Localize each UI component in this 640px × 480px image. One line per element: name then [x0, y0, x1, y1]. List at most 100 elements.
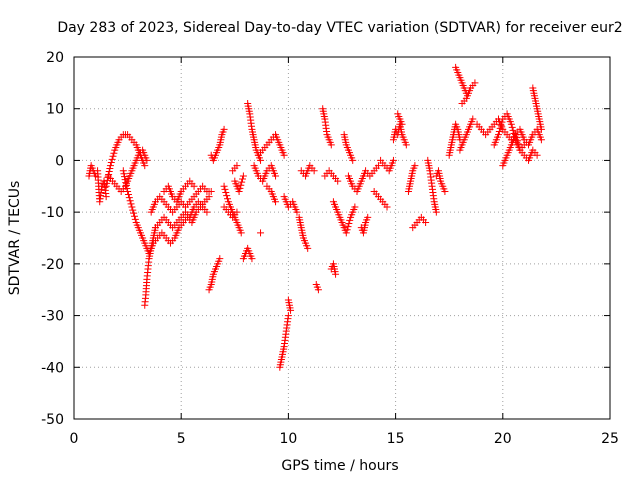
x-tick-label: 0: [70, 431, 79, 447]
data-point: [537, 125, 545, 133]
data-point: [121, 173, 129, 181]
data-point: [236, 184, 244, 192]
data-point: [257, 156, 265, 164]
data-point: [128, 203, 136, 211]
data-point: [351, 203, 359, 211]
data-point: [107, 158, 115, 166]
data-point: [508, 123, 516, 131]
x-axis-label: GPS time / hours: [281, 458, 398, 474]
data-point: [509, 126, 517, 134]
x-tick-label: 25: [601, 431, 619, 447]
data-point: [105, 168, 113, 176]
data-point: [248, 255, 256, 263]
data-point: [220, 125, 228, 133]
data-point: [124, 187, 132, 195]
data-point: [293, 208, 301, 216]
x-tick-label: 5: [177, 431, 186, 447]
data-point: [141, 162, 149, 170]
y-tick-label: 10: [46, 102, 64, 118]
y-tick-label: 20: [46, 50, 64, 66]
data-point: [495, 127, 503, 135]
data-point: [272, 198, 280, 206]
y-tick-label: -10: [41, 205, 64, 221]
y-tick-label: -20: [41, 257, 64, 273]
data-point: [216, 255, 224, 263]
data-point: [343, 226, 351, 234]
data-point: [233, 162, 241, 170]
data-point: [205, 193, 213, 201]
data-point: [398, 120, 406, 128]
data-point: [125, 194, 133, 202]
data-point: [237, 181, 245, 189]
data-point: [121, 176, 129, 184]
data-point: [238, 178, 246, 186]
data-point: [119, 167, 127, 175]
data-point: [432, 208, 440, 216]
data-point: [471, 79, 479, 87]
data-point: [130, 209, 138, 217]
data-point: [224, 195, 232, 203]
data-point: [342, 229, 350, 237]
data-point: [120, 170, 128, 178]
x-tick-label: 15: [387, 431, 405, 447]
data-point: [327, 141, 335, 149]
data-point: [344, 223, 352, 231]
data-point: [190, 182, 198, 190]
data-point: [129, 206, 137, 214]
data-point: [422, 218, 430, 226]
data-point: [223, 192, 231, 200]
data-point: [124, 191, 132, 199]
chart-title: Day 283 of 2023, Sidereal Day-to-day VTE…: [57, 20, 622, 36]
data-point: [102, 182, 110, 190]
data-point: [222, 188, 230, 196]
data-point: [123, 185, 131, 193]
data-point: [520, 141, 528, 149]
data-point: [131, 215, 139, 223]
data-point: [284, 312, 292, 320]
data-point: [383, 203, 391, 211]
y-tick-label: 0: [55, 153, 64, 169]
data-point: [122, 179, 130, 187]
data-point: [106, 162, 114, 170]
data-point: [110, 149, 118, 157]
data-point: [411, 162, 419, 170]
data-point: [507, 120, 515, 128]
data-point: [441, 187, 449, 195]
data-point: [389, 156, 397, 164]
data-point: [287, 306, 295, 314]
data-point: [106, 165, 114, 173]
y-axis-label: SDTVAR / TECUs: [7, 181, 23, 296]
data-point: [235, 187, 243, 195]
data-point: [122, 182, 130, 190]
data-point: [126, 197, 134, 205]
data-point: [237, 229, 245, 237]
data-point: [495, 131, 503, 139]
data-point: [103, 179, 111, 187]
data-point: [513, 137, 521, 145]
data-point: [514, 140, 522, 148]
x-tick-label: 10: [279, 431, 297, 447]
data-point: [203, 208, 211, 216]
data-point: [497, 121, 505, 129]
data-point: [512, 131, 520, 139]
data-point: [374, 162, 382, 170]
data-points: [85, 63, 545, 371]
data-point: [272, 172, 280, 180]
data-point: [498, 118, 506, 126]
data-point: [537, 136, 545, 144]
data-point: [239, 172, 247, 180]
data-point: [310, 167, 318, 175]
data-point: [304, 244, 312, 252]
data-point: [513, 134, 521, 142]
data-point: [143, 156, 151, 164]
data-point: [515, 143, 523, 151]
data-point: [533, 151, 541, 159]
data-point: [102, 193, 110, 201]
y-tick-label: -50: [41, 412, 64, 428]
data-point: [349, 156, 357, 164]
data-point: [314, 286, 322, 294]
x-tick-label: 20: [494, 431, 512, 447]
data-point: [127, 200, 135, 208]
x-axis-ticks: 0 5 10 15 20 25: [70, 57, 619, 447]
